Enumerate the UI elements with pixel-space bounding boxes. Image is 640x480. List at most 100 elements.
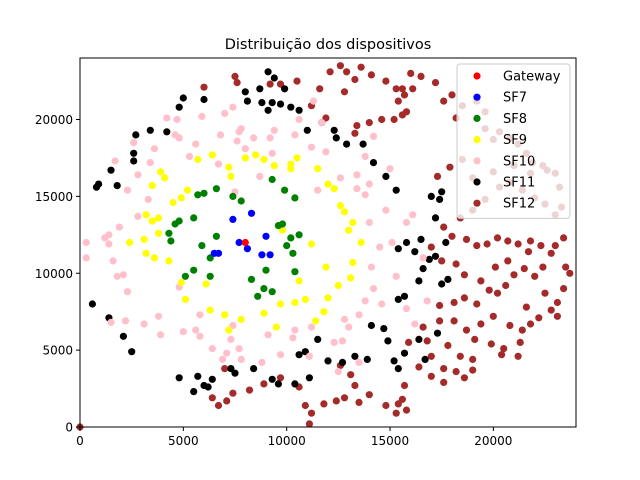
point-sf11 [107, 166, 115, 174]
point-sf12 [394, 400, 402, 408]
point-sf12 [233, 79, 241, 87]
point-sf9 [357, 238, 365, 247]
point-sf12 [504, 257, 512, 265]
point-sf8 [200, 189, 208, 197]
point-sf9 [148, 217, 156, 225]
point-sf10 [369, 132, 378, 140]
point-sf12 [473, 242, 481, 250]
legend-label: SF7 [503, 91, 527, 106]
point-sf12 [433, 172, 442, 180]
point-sf12 [214, 401, 223, 410]
point-sf12 [351, 75, 359, 84]
point-sf12 [367, 71, 375, 79]
point-sf12 [260, 380, 268, 388]
point-sf8 [198, 242, 206, 250]
point-sf9 [206, 306, 214, 314]
point-sf8 [287, 234, 295, 242]
point-sf12 [469, 355, 477, 363]
point-sf10 [338, 337, 347, 345]
point-sf12 [560, 285, 568, 293]
point-sf10 [146, 159, 154, 167]
point-sf9 [312, 317, 320, 325]
legend-marker [473, 136, 481, 144]
point-sf11 [276, 100, 285, 108]
point-sf11 [303, 126, 311, 134]
point-sf12 [531, 272, 539, 280]
point-sf9 [183, 186, 192, 194]
point-sf7 [247, 209, 256, 217]
point-sf8 [247, 275, 256, 283]
point-sf9 [181, 295, 189, 303]
point-sf9 [272, 323, 280, 331]
point-sf12 [336, 62, 344, 70]
point-sf12 [322, 114, 330, 122]
point-sf8 [289, 249, 297, 257]
point-sf11 [419, 265, 427, 273]
point-sf12 [390, 115, 398, 124]
point-sf12 [293, 77, 301, 85]
point-sf11 [281, 85, 289, 93]
point-sf10 [123, 288, 132, 296]
point-sf10 [235, 128, 243, 136]
point-sf10 [198, 112, 206, 120]
point-sf10 [388, 238, 396, 247]
point-sf8 [278, 220, 287, 228]
point-sf9 [340, 208, 349, 216]
point-sf12 [487, 340, 495, 348]
plot-frame [79, 57, 577, 428]
point-sf11 [351, 352, 359, 360]
point-sf10 [322, 148, 330, 156]
point-sf9 [142, 249, 150, 257]
point-sf12 [326, 68, 334, 76]
point-sf8 [260, 285, 268, 293]
point-sf10 [423, 297, 431, 305]
point-sf10 [386, 165, 394, 173]
point-sf10 [289, 334, 297, 342]
y-tick-label: 15000 [35, 190, 73, 204]
legend-marker [473, 199, 481, 207]
point-sf10 [179, 328, 187, 336]
point-sf12 [405, 338, 413, 346]
point-sf12 [489, 312, 497, 320]
point-sf11 [442, 238, 450, 247]
point-sf8 [262, 266, 270, 274]
point-sf12 [551, 242, 559, 250]
point-sf10 [113, 272, 121, 280]
point-sf12 [392, 85, 400, 93]
point-sf8 [167, 237, 175, 245]
point-sf12 [276, 80, 285, 88]
point-sf9 [301, 295, 309, 303]
point-sf10 [266, 134, 274, 142]
legend-label: SF9 [503, 133, 527, 148]
point-sf11 [438, 280, 446, 288]
point-sf12 [427, 372, 435, 380]
point-sf11 [301, 348, 309, 356]
point-sf10 [270, 126, 278, 134]
legend-label: SF12 [503, 197, 535, 212]
point-sf12 [316, 85, 324, 93]
point-sf10 [361, 152, 369, 160]
point-sf10 [115, 223, 123, 231]
point-sf12 [471, 335, 479, 343]
point-sf10 [223, 349, 231, 357]
point-sf12 [502, 281, 510, 290]
point-sf12 [340, 88, 349, 96]
point-sf8 [237, 197, 245, 205]
point-sf10 [353, 185, 361, 193]
point-sf12 [402, 406, 411, 414]
point-sf7 [229, 215, 237, 223]
point-sf9 [291, 298, 299, 307]
point-sf11 [113, 182, 121, 190]
point-sf12 [431, 79, 440, 87]
point-sf10 [355, 358, 363, 366]
point-sf11 [305, 374, 313, 382]
point-sf12 [514, 240, 522, 248]
point-sf10 [214, 160, 223, 168]
point-sf12 [392, 409, 400, 417]
point-sf11 [394, 295, 402, 303]
point-sf10 [196, 311, 204, 319]
point-sf8 [229, 192, 237, 200]
point-sf11 [179, 94, 187, 102]
